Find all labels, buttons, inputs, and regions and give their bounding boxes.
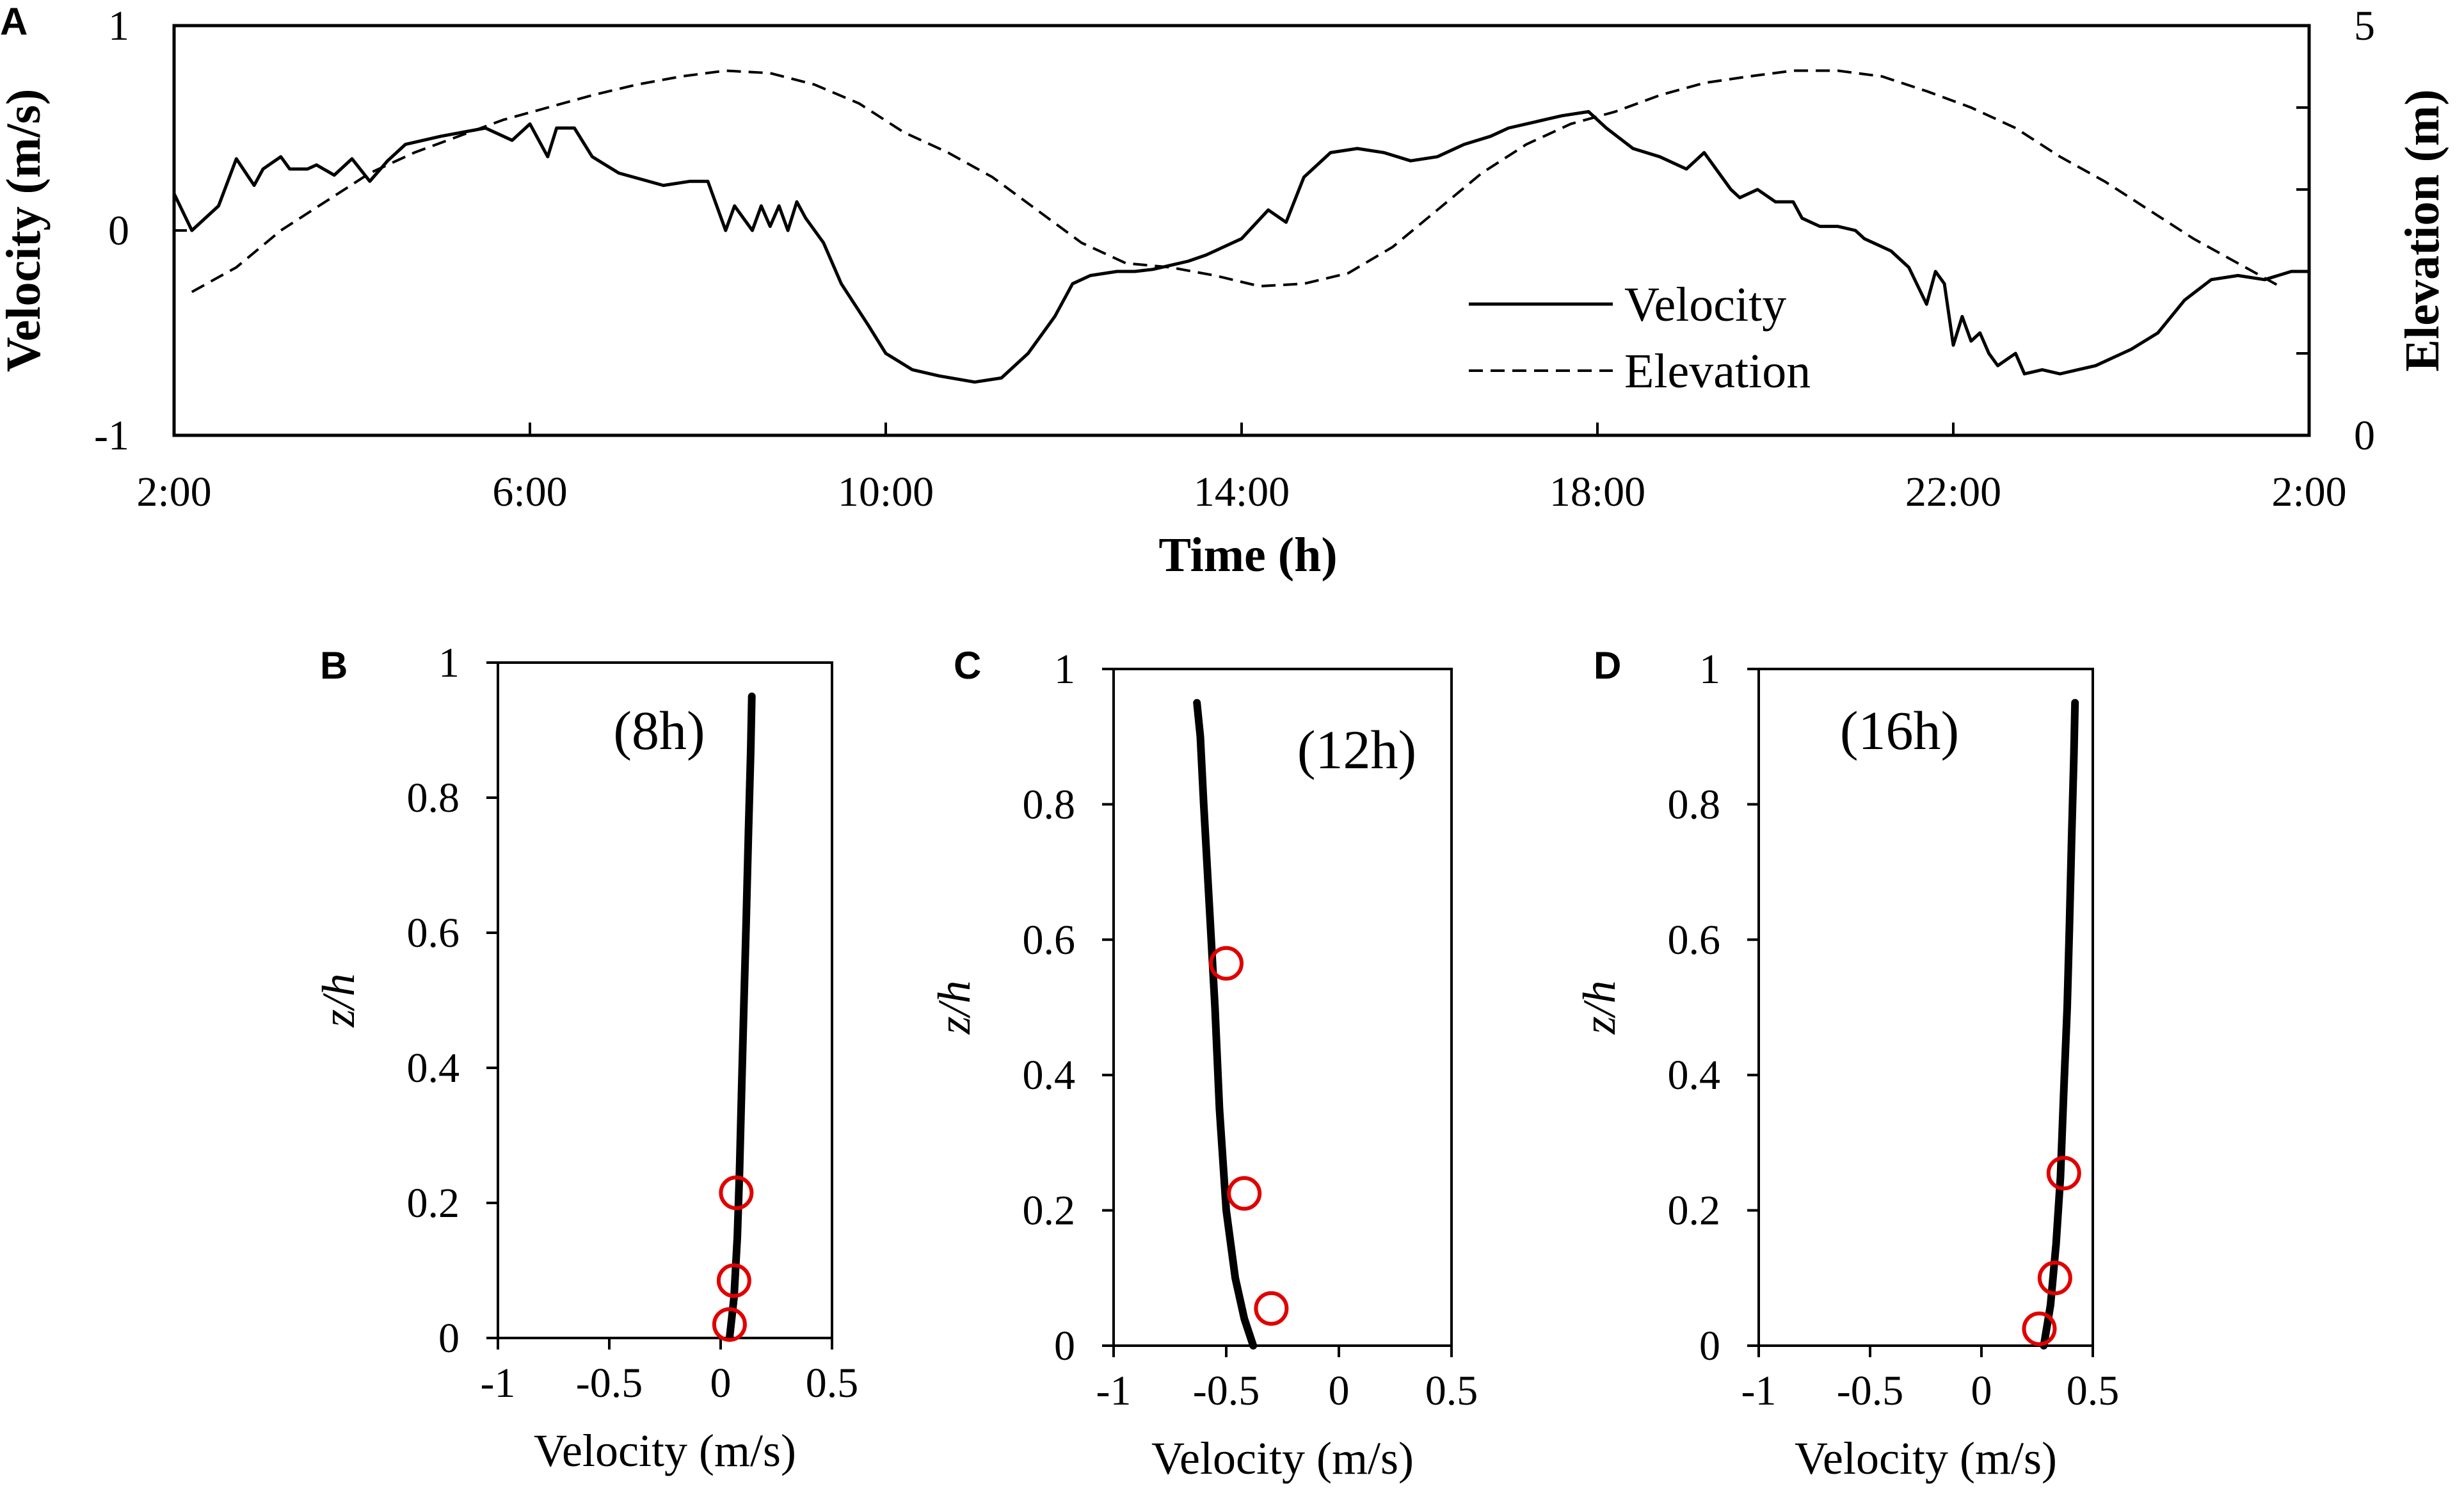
- y-tick-label: 0.2: [407, 1180, 460, 1227]
- series-line-elevation: [191, 69, 2284, 293]
- observation-point: [712, 1307, 747, 1342]
- x-tick-label: 6:00: [492, 469, 567, 515]
- x-tick-label: -0.5: [1193, 1367, 1260, 1414]
- y-tick-label: 0: [438, 1315, 460, 1362]
- y-tick-label: 0.6: [407, 910, 460, 956]
- plot-frame-c: [1112, 668, 1453, 1347]
- x-tick-label: -1: [1741, 1367, 1777, 1414]
- x-tick-label: 22:00: [1905, 469, 2001, 515]
- y-tick-label: 0.2: [1668, 1188, 1721, 1234]
- y-tick-label: 0.6: [1023, 917, 1076, 963]
- x-tick-label: 2:00: [2271, 469, 2346, 515]
- y-tick-label: 0: [108, 207, 129, 254]
- x-tick-label: -0.5: [576, 1360, 643, 1406]
- model-profile-line: [1193, 698, 1258, 1350]
- x-tick-label: 0: [1329, 1367, 1350, 1414]
- observation-point: [1227, 1176, 1262, 1211]
- y-tick-label: 1: [438, 640, 460, 686]
- observation-point: [2037, 1261, 2072, 1296]
- x-tick-label: 14:00: [1194, 469, 1290, 515]
- panel-letter-d: D: [1594, 644, 1621, 687]
- y-tick-label: 0: [1699, 1323, 1720, 1369]
- panel-letter-c: C: [954, 644, 981, 687]
- model-profile-line: [725, 692, 756, 1342]
- panel-a: A2:00 6:00 10:00 14:00 18:00 22:00 2:00-10105T…: [0, 0, 2449, 582]
- x-tick-label: 0.5: [806, 1360, 859, 1406]
- panel-letter-a: A: [0, 0, 28, 43]
- y-tick-label: 0.4: [1668, 1052, 1721, 1099]
- time-annotation: (8h): [613, 700, 705, 761]
- legend-label-elevation: Elevation: [1624, 344, 1811, 398]
- y-tick-label: 0.8: [1023, 781, 1076, 828]
- x-tick-label: 0.5: [2067, 1367, 2120, 1414]
- plot-frame-b: [497, 661, 833, 1339]
- y-tick-label: 0.6: [1668, 917, 1721, 963]
- observation-point: [2022, 1311, 2057, 1346]
- x-axis-label: Velocity (m/s): [1795, 1433, 2057, 1484]
- y-axis-label-right: Elevation (m): [2396, 89, 2449, 371]
- x-tick-label: 0.5: [1425, 1367, 1478, 1414]
- series-line-velocity: [172, 109, 2309, 384]
- y-tick-label: 0.8: [407, 775, 460, 821]
- y-right-tick-label: 0: [2354, 412, 2375, 459]
- panel-b: B -1 -0.5 0 0.5 0 0.2 0.4 0.6 0.8 1 Velocity (m/s) z…: [313, 640, 858, 1476]
- y-tick-label: 1: [1054, 646, 1075, 693]
- x-tick-label: -1: [1096, 1367, 1132, 1414]
- model-profile-line: [2040, 698, 2079, 1350]
- x-axis-label: Velocity (m/s): [1151, 1433, 1414, 1484]
- panel-letter-b: B: [320, 644, 348, 687]
- observation-point: [1209, 946, 1244, 981]
- x-tick-label: 0: [1971, 1367, 1992, 1414]
- plot-frame-a: [172, 24, 2311, 437]
- y-axis-label: Velocity (m/s): [0, 89, 51, 373]
- x-tick-label: 2:00: [136, 469, 211, 515]
- observation-point: [1254, 1291, 1289, 1326]
- y-axis-label: z/h: [929, 980, 980, 1035]
- x-tick-label: 18:00: [1549, 469, 1645, 515]
- x-tick-label: -0.5: [1837, 1367, 1903, 1414]
- y-tick-label: -1: [94, 412, 129, 459]
- y-tick-label: 0: [1054, 1323, 1075, 1369]
- y-tick-label: 0.4: [1023, 1052, 1076, 1099]
- y-tick-label: 0.8: [1668, 781, 1721, 828]
- observation-point: [719, 1175, 754, 1211]
- y-tick-label: 1: [1699, 646, 1720, 693]
- observation-point: [2046, 1156, 2081, 1191]
- x-tick-label: 0: [710, 1360, 732, 1406]
- x-axis-label: Time (h): [1158, 528, 1337, 582]
- y-right-tick-label: 5: [2354, 3, 2375, 49]
- time-annotation: (16h): [1840, 700, 1959, 761]
- x-axis-label: Velocity (m/s): [534, 1425, 796, 1476]
- observation-point: [716, 1263, 751, 1298]
- plot-frame-d: [1757, 668, 2094, 1347]
- y-tick-label: 0.2: [1023, 1188, 1076, 1234]
- legend-label-velocity: Velocity: [1624, 278, 1786, 332]
- y-tick-label: 0.4: [407, 1045, 460, 1092]
- y-axis-label: z/h: [1574, 980, 1625, 1035]
- y-axis-label: z/h: [313, 973, 364, 1028]
- y-tick-label: 1: [108, 3, 129, 49]
- panel-d: D -1 -0.5 0 0.5 0 0.2 0.4 0.6 0.8 1 Velocity (m/s) z…: [1574, 644, 2119, 1484]
- time-annotation: (12h): [1297, 719, 1416, 780]
- x-tick-label: 10:00: [838, 469, 934, 515]
- x-tick-label: -1: [481, 1360, 516, 1406]
- panel-c: C -1 -0.5 0 0.5 0 0.2 0.4 0.6 0.8 1 Velocity (m/s) z…: [929, 644, 1478, 1484]
